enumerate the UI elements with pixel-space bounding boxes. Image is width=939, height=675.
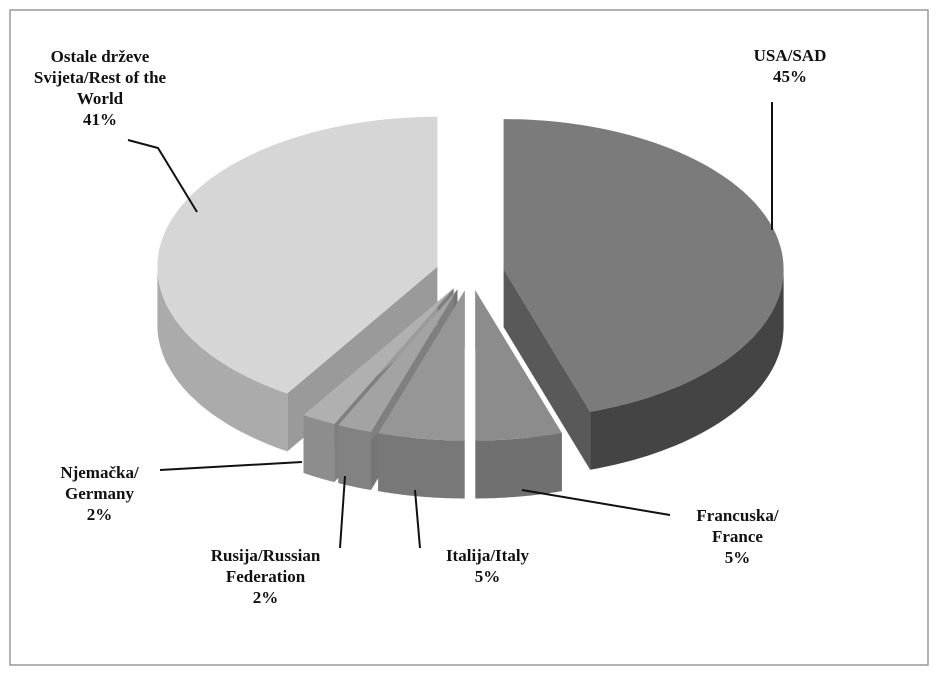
leader-line bbox=[521, 489, 671, 516]
category-label: Francuska/ France bbox=[696, 506, 779, 546]
slice-wall bbox=[475, 433, 562, 499]
leader-line bbox=[414, 489, 421, 549]
slice-label: Ostale drževe Svijeta/Rest of the World 4… bbox=[10, 46, 190, 130]
slice-label: USA/SAD 45% bbox=[730, 45, 850, 87]
slice-side bbox=[503, 269, 591, 470]
slice-wall bbox=[378, 433, 465, 499]
leader-line bbox=[159, 461, 303, 471]
slice bbox=[338, 289, 458, 432]
value-label: 5% bbox=[474, 567, 501, 586]
category-label: Rusija/Russian Federation bbox=[210, 546, 321, 586]
slice-wall bbox=[303, 415, 335, 483]
slices bbox=[157, 116, 784, 499]
slice bbox=[378, 290, 465, 441]
value-label: 2% bbox=[252, 588, 279, 607]
slice-label: Francuska/ France 5% bbox=[680, 505, 795, 568]
slice-label: Italija/Italy 5% bbox=[425, 545, 550, 587]
category-label: Njemačka/ Germany bbox=[60, 463, 139, 503]
slice bbox=[503, 119, 784, 412]
value-label: 5% bbox=[724, 548, 751, 567]
leader-line bbox=[127, 139, 198, 213]
slice bbox=[303, 288, 454, 425]
frame bbox=[9, 9, 929, 666]
value-label: 45% bbox=[773, 67, 807, 86]
leader-lines bbox=[127, 102, 773, 549]
slice-label: Rusija/Russian Federation 2% bbox=[188, 545, 343, 608]
slice-wall bbox=[157, 266, 288, 452]
category-label: Ostale drževe Svijeta/Rest of the World bbox=[33, 47, 167, 108]
slice-label: Njemačka/ Germany 2% bbox=[42, 462, 157, 525]
category-label: Italija/Italy bbox=[445, 546, 530, 565]
value-label: 2% bbox=[86, 505, 113, 524]
value-label: 41% bbox=[83, 110, 117, 129]
leader-line bbox=[339, 475, 346, 549]
slice-wall bbox=[338, 425, 371, 490]
slice bbox=[157, 116, 438, 394]
slice-wall bbox=[590, 269, 784, 470]
slice bbox=[475, 290, 562, 441]
category-label: USA/SAD bbox=[753, 46, 827, 65]
